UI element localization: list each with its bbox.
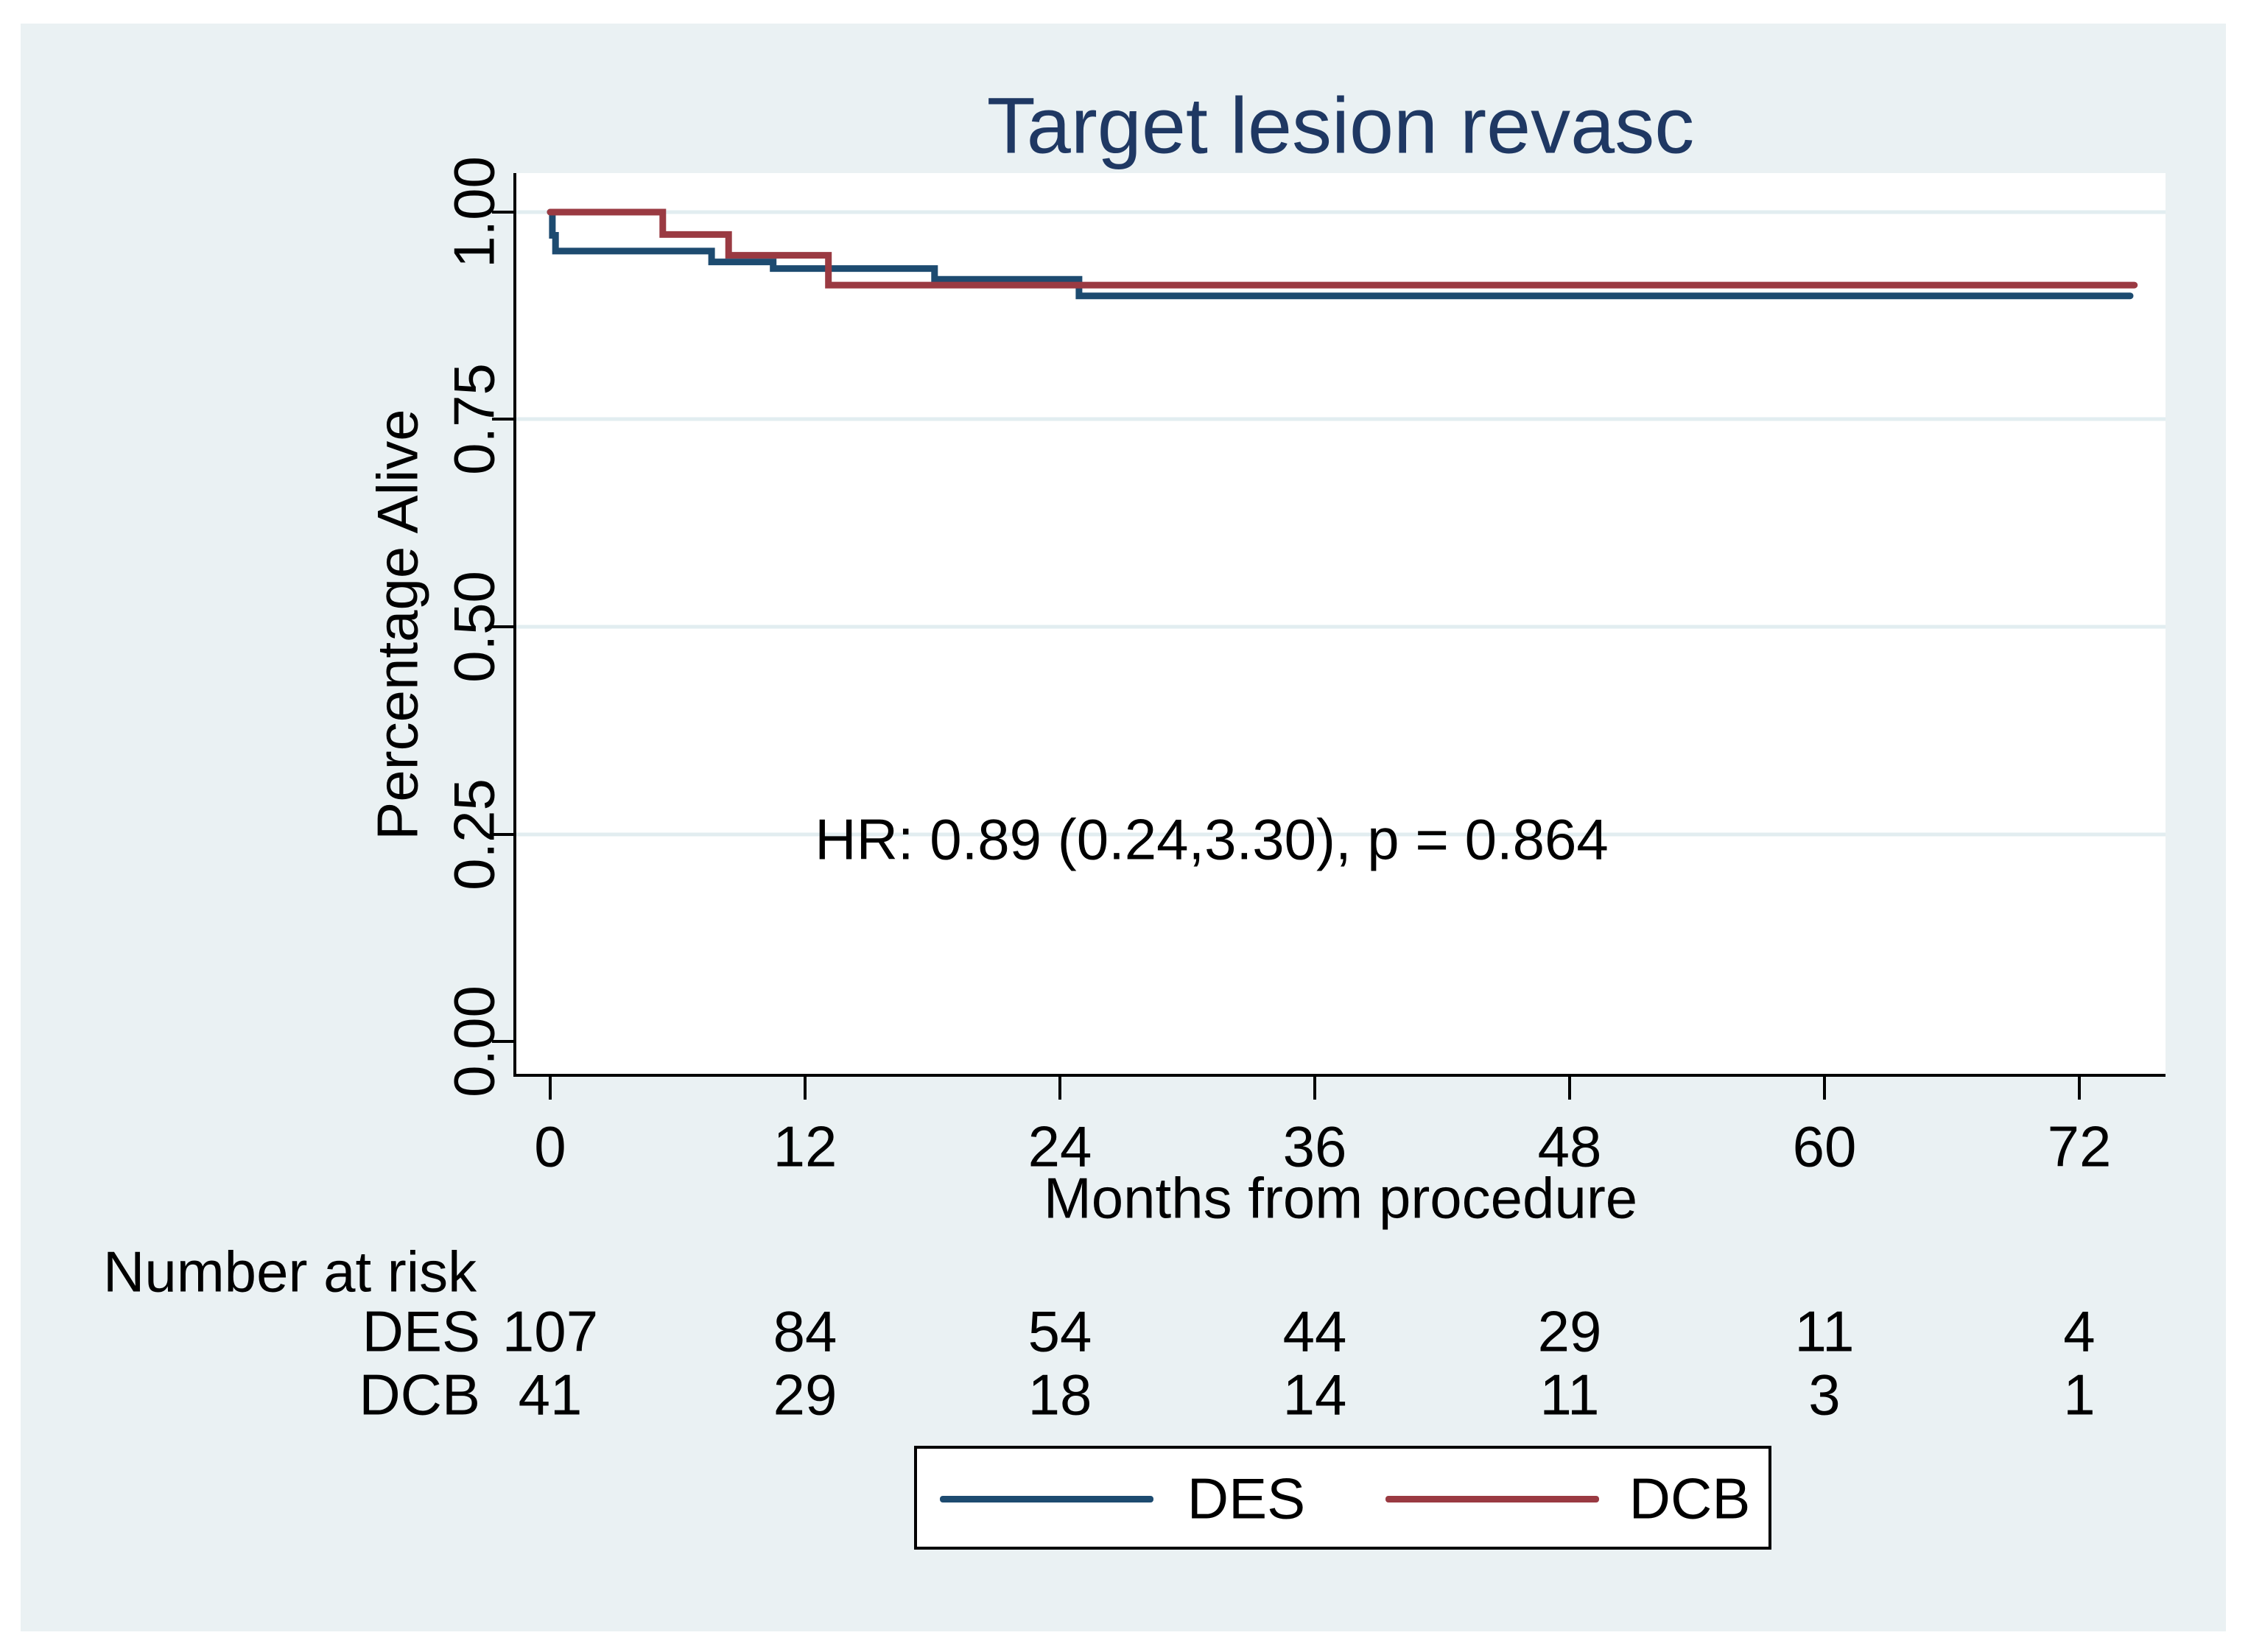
x-axis-label: Months from procedure xyxy=(1043,1165,1638,1231)
risk-value: 11 xyxy=(1794,1298,1855,1364)
x-tick-label-36: 36 xyxy=(1282,1114,1347,1179)
hazard-ratio-annotation: HR: 0.89 (0.24,3.30), p = 0.864 xyxy=(815,806,1609,872)
y-tick-label-0.75: 0.75 xyxy=(441,363,507,475)
legend-line-dcb xyxy=(1385,1496,1599,1502)
x-tick-label-24: 24 xyxy=(1028,1114,1092,1179)
risk-value: 11 xyxy=(1539,1362,1600,1427)
y-tick-marks xyxy=(492,211,515,1043)
x-tick-label-48: 48 xyxy=(1537,1114,1602,1179)
y-tick-label-0.50: 0.50 xyxy=(441,571,507,683)
y-tick-label-1.00: 1.00 xyxy=(441,156,507,268)
x-tick-label-72: 72 xyxy=(2047,1114,2112,1179)
y-tick-label-0.00: 0.00 xyxy=(441,985,507,1097)
risk-value: 54 xyxy=(1028,1298,1092,1364)
km-curve-dcb xyxy=(547,208,2138,289)
risk-value: 29 xyxy=(773,1362,837,1427)
risk-value: 14 xyxy=(1282,1362,1347,1427)
axis-lines xyxy=(513,173,2166,1077)
risk-value: 4 xyxy=(2063,1298,2096,1364)
risk-value: 107 xyxy=(502,1298,599,1364)
risk-row-label-dcb: DCB xyxy=(359,1362,480,1427)
y-tick-label-0.25: 0.25 xyxy=(441,778,507,890)
legend-line-des xyxy=(940,1496,1153,1502)
x-tick-label-0: 0 xyxy=(534,1114,566,1179)
x-tick-marks xyxy=(549,1075,2081,1100)
gridlines xyxy=(515,210,2166,837)
risk-value: 41 xyxy=(518,1362,583,1427)
risk-value: 44 xyxy=(1282,1298,1347,1364)
y-axis-label: Percentage Alive xyxy=(365,409,430,840)
number-at-risk-heading: Number at risk xyxy=(103,1239,477,1304)
risk-value: 1 xyxy=(2063,1362,2096,1427)
risk-value: 18 xyxy=(1028,1362,1092,1427)
km-curve-des xyxy=(547,208,2134,300)
legend-label-dcb: DCB xyxy=(1629,1466,1751,1531)
x-tick-label-12: 12 xyxy=(773,1114,837,1179)
legend-label-des: DES xyxy=(1187,1466,1306,1531)
x-tick-label-60: 60 xyxy=(1792,1114,1857,1179)
legend: DES DCB xyxy=(914,1446,1771,1550)
risk-value: 29 xyxy=(1537,1298,1602,1364)
risk-row-label-des: DES xyxy=(362,1298,480,1364)
chart-title: Target lesion revasc xyxy=(986,80,1695,170)
risk-value: 3 xyxy=(1808,1362,1841,1427)
risk-value: 84 xyxy=(773,1298,837,1364)
